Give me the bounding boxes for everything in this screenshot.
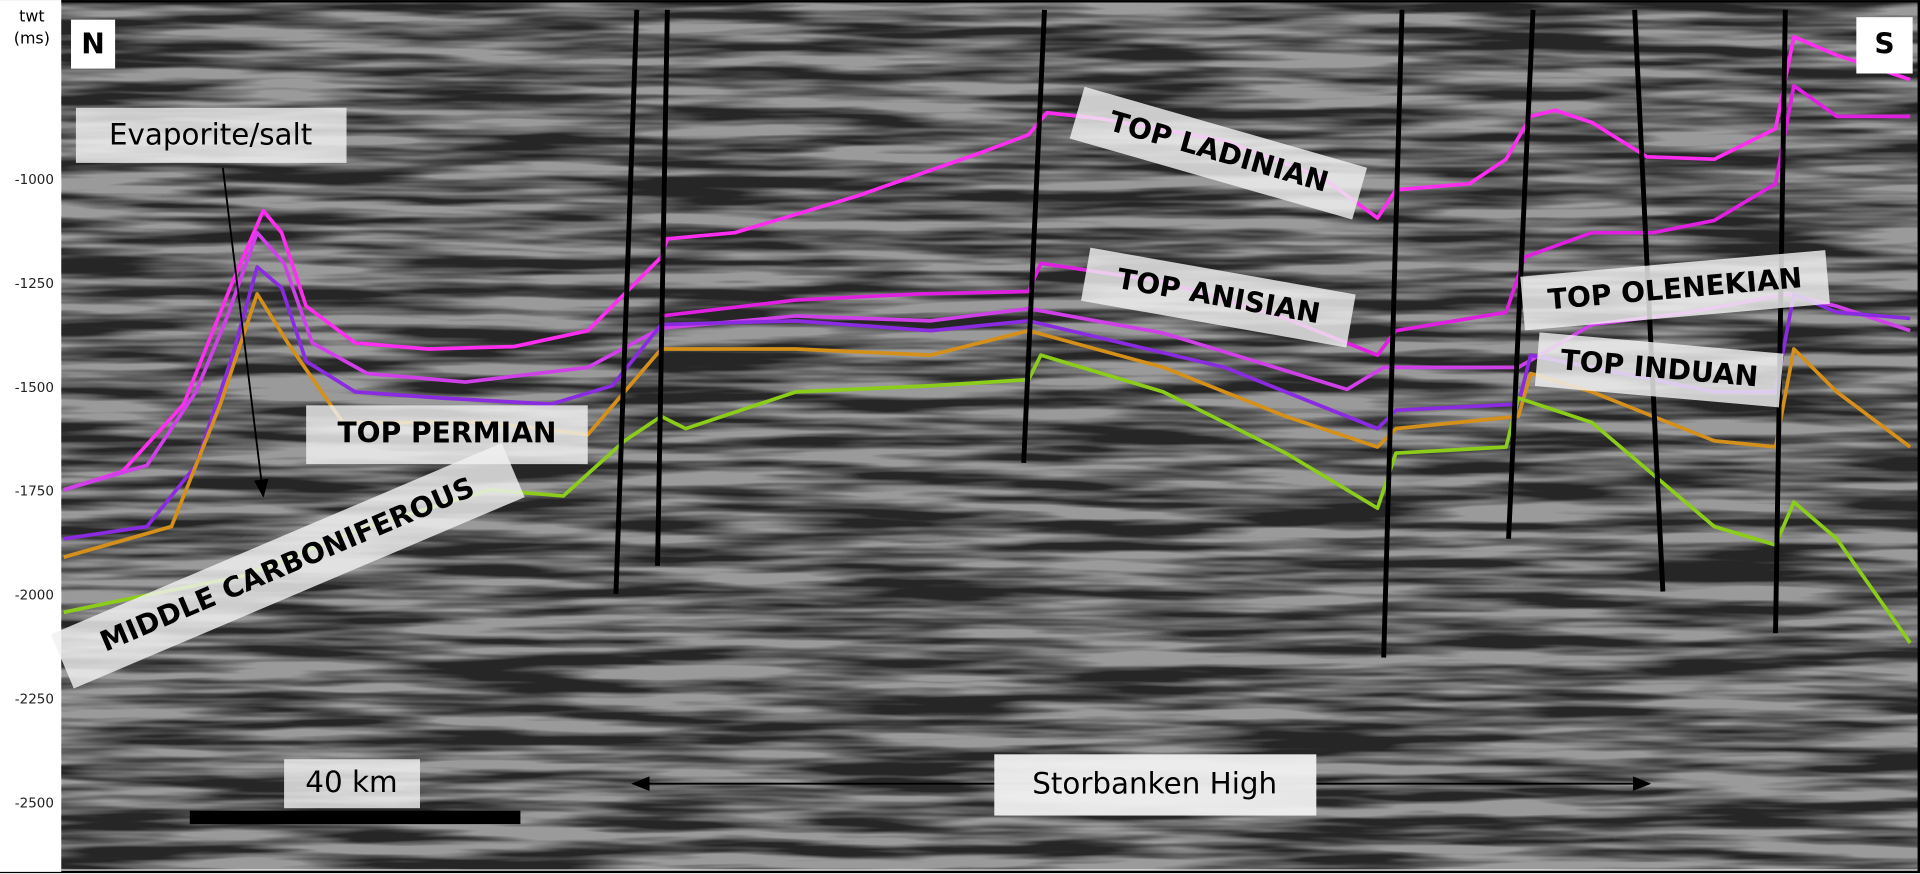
label-box [50,443,525,689]
axis-label: twt [19,7,44,26]
horizon-anisian [661,83,1911,357]
high-label: Storbanken High [1032,766,1277,800]
label-box [306,405,588,465]
fault [1506,9,1536,539]
scale-box [284,759,420,809]
y-tick-label: -1500 [15,381,54,396]
label-group: TOP INDUAN [1534,332,1784,408]
annotation-box [994,754,1317,816]
y-tick-label: -1750 [15,485,54,500]
label-group: TOP PERMIAN [306,405,588,465]
north-label: N [81,27,105,60]
fault [613,9,640,595]
annotation-box [75,107,347,163]
south-label: S [1874,27,1894,60]
axis-strip [0,0,62,872]
y-tick-label: -1000 [15,173,54,188]
scale-bar [189,810,521,825]
fault [1773,9,1788,634]
label-box [1081,247,1356,348]
scale-label: 40 km [305,765,397,799]
fault [655,9,670,566]
horizon-label: TOP PERMIAN [337,417,556,450]
horizon-ladinian [63,34,1911,492]
axis-ticks: -1000 -1250 -1500 -1750 -2000 -2250 -2500 [15,173,54,811]
north-box [71,19,116,69]
y-tick-label: -1250 [15,277,54,292]
axis-label: (ms) [14,29,50,48]
y-tick-label: -2500 [15,796,54,811]
south-box [1856,17,1913,74]
label-box [1520,250,1830,331]
y-tick-label: -2000 [15,589,54,604]
evaporite-label: Evaporite/salt [109,117,312,151]
fault [1021,9,1047,464]
label-group: TOP OLENEKIAN [1520,250,1830,331]
y-tick-label: -2250 [15,692,54,707]
label-box [1069,86,1368,220]
fault [1381,9,1405,658]
label-box [1534,332,1784,408]
evaporite-arrow [221,167,269,498]
